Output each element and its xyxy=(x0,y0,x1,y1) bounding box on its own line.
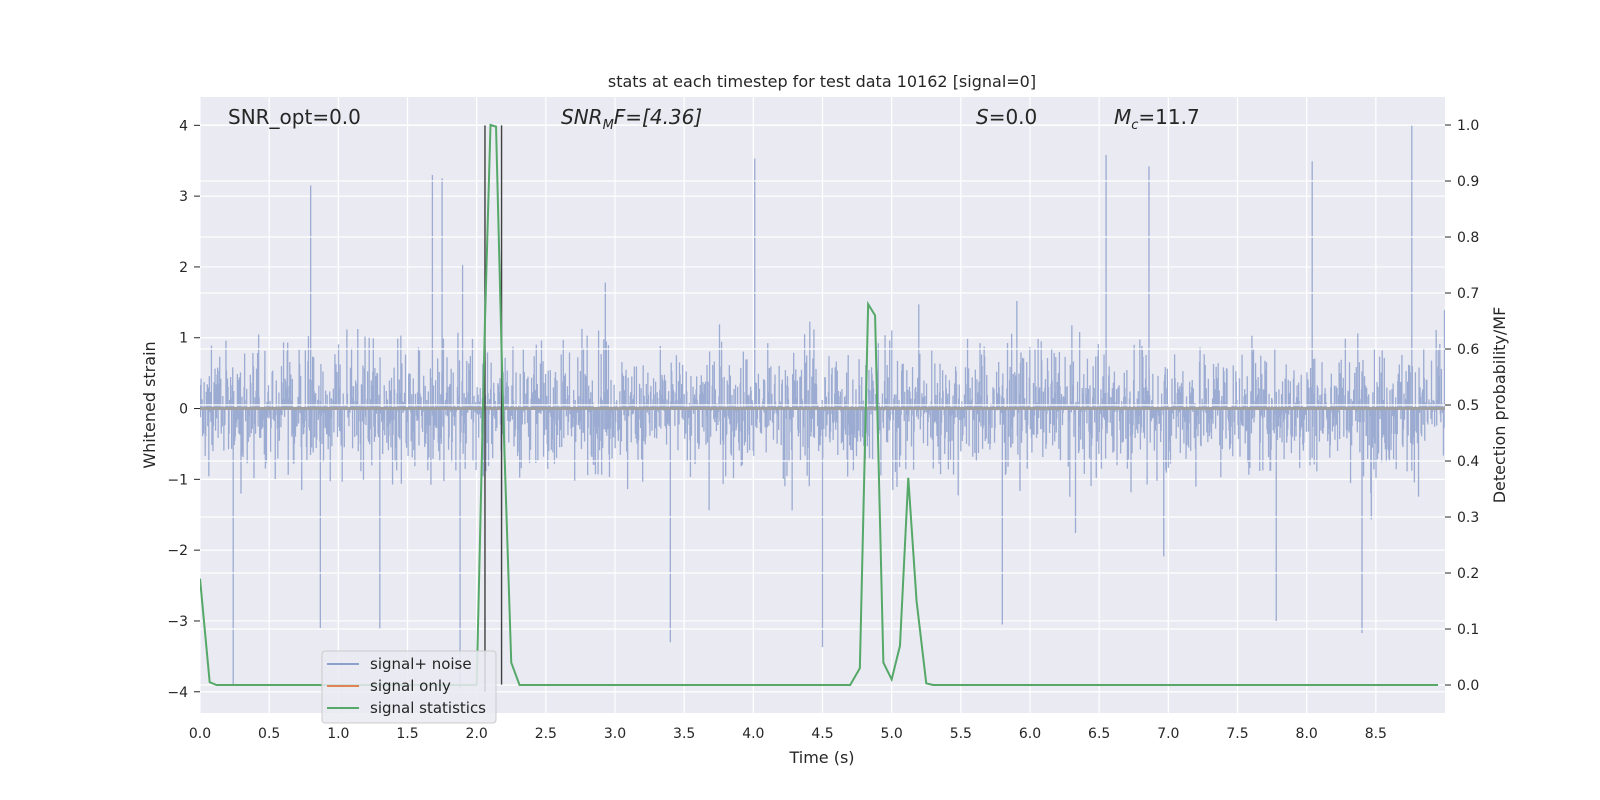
legend-label-signal-noise: signal+ noise xyxy=(370,655,472,673)
y-tick-label: −1 xyxy=(167,472,188,488)
x-tick-label: 2.0 xyxy=(466,726,488,742)
x-tick-label: 8.5 xyxy=(1365,726,1387,742)
y-tick-label: −3 xyxy=(167,614,188,630)
legend-label-signal-statistics: signal statistics xyxy=(370,699,486,717)
y-tick-label: 4 xyxy=(179,118,188,134)
y-axis-left: 4 3 2 1 0 −1 −2 −3 −4 xyxy=(167,118,200,701)
y2-axis-label: Detection probability/MF xyxy=(1490,307,1509,504)
x-tick-label: 1.5 xyxy=(396,726,418,742)
legend-box xyxy=(321,650,497,724)
x-tick-label: 0.0 xyxy=(189,726,211,742)
legend: signal+ noise signal only signal statist… xyxy=(321,650,497,724)
x-axis-label: Time (s) xyxy=(788,748,854,767)
y-tick-label: −4 xyxy=(167,685,188,701)
chart-title: stats at each timestep for test data 101… xyxy=(608,72,1036,91)
annotation-snr-mf: SNRMF=[4.36] xyxy=(561,105,702,133)
y2-tick-label: 0.0 xyxy=(1457,678,1479,694)
y-tick-label: 3 xyxy=(179,189,188,205)
y2-tick-label: 0.9 xyxy=(1457,174,1479,190)
annotation-mc: Mc=11.7 xyxy=(1114,105,1200,133)
y2-tick-label: 0.4 xyxy=(1457,454,1479,470)
series-signal-noise xyxy=(200,125,1445,689)
y2-tick-label: 0.1 xyxy=(1457,622,1479,638)
y-tick-label: 1 xyxy=(179,331,188,347)
y2-tick-label: 1.0 xyxy=(1457,118,1479,134)
y-tick-label: 0 xyxy=(179,402,188,418)
vertical-markers xyxy=(484,125,503,692)
x-tick-label: 2.5 xyxy=(535,726,557,742)
x-tick-label: 4.0 xyxy=(742,726,764,742)
x-tick-label: 3.0 xyxy=(604,726,626,742)
x-tick-label: 6.0 xyxy=(1019,726,1041,742)
y-tick-label: −2 xyxy=(167,543,188,559)
x-tick-label: 6.5 xyxy=(1088,726,1110,742)
x-tick-label: 8.0 xyxy=(1296,726,1318,742)
x-tick-label: 7.5 xyxy=(1226,726,1248,742)
x-tick-label: 1.0 xyxy=(327,726,349,742)
x-tick-label: 7.0 xyxy=(1157,726,1179,742)
x-tick-label: 5.5 xyxy=(950,726,972,742)
y2-tick-label: 0.7 xyxy=(1457,286,1479,302)
y2-tick-label: 0.2 xyxy=(1457,566,1479,582)
x-axis: 0.0 0.5 1.0 1.5 2.0 2.5 3.0 3.5 4.0 4.5 5.0 5.5 6.0 6… xyxy=(189,726,1387,742)
legend-label-signal-only: signal only xyxy=(370,677,451,695)
annotation-snr-opt: SNR_opt=0.0 xyxy=(228,105,361,129)
annotation-s: S=0.0 xyxy=(976,105,1037,129)
y2-tick-label: 0.3 xyxy=(1457,510,1479,526)
x-tick-label: 5.0 xyxy=(881,726,903,742)
x-tick-label: 4.5 xyxy=(811,726,833,742)
x-tick-label: 0.5 xyxy=(258,726,280,742)
y2-tick-label: 0.5 xyxy=(1457,398,1479,414)
y-axis-label: Whitened strain xyxy=(140,341,159,468)
noise-trace xyxy=(200,125,1445,689)
y-axis-right: 1.0 0.9 0.8 0.7 0.6 0.5 0.4 0.3 0.2 0.1 0.0 xyxy=(1445,118,1479,694)
y-tick-label: 2 xyxy=(179,260,188,276)
y2-tick-label: 0.6 xyxy=(1457,342,1479,358)
y2-tick-label: 0.8 xyxy=(1457,230,1479,246)
x-tick-label: 3.5 xyxy=(673,726,695,742)
